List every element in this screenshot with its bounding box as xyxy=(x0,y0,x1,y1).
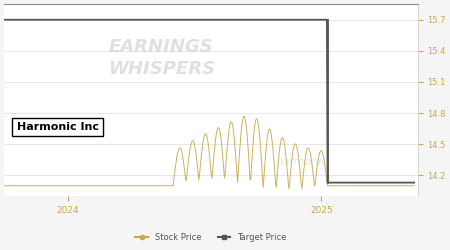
Text: EARNINGS
WHISPERS: EARNINGS WHISPERS xyxy=(108,38,215,78)
Text: harmonic: harmonic xyxy=(276,156,328,166)
Text: Harmonic Inc: Harmonic Inc xyxy=(17,122,99,132)
Legend: Stock Price, Target Price: Stock Price, Target Price xyxy=(132,230,290,246)
